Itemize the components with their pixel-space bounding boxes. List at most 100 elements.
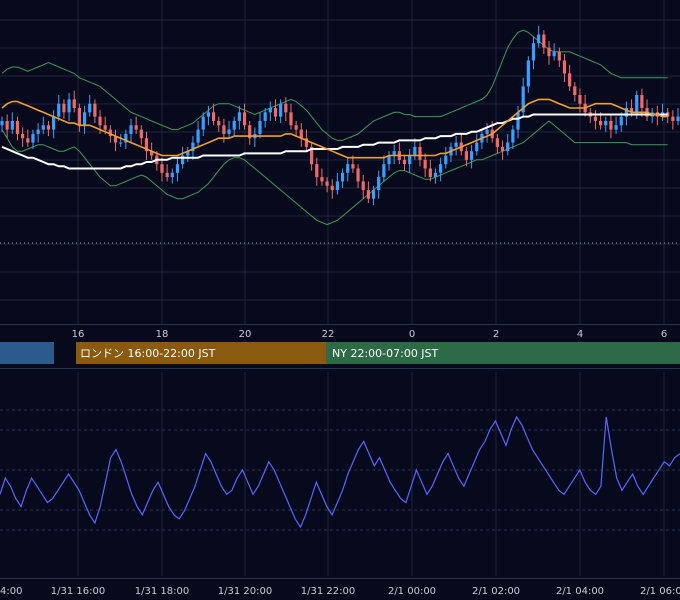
candle-body xyxy=(108,129,112,137)
candle xyxy=(542,30,546,54)
candle xyxy=(129,118,133,143)
candle-body xyxy=(139,129,143,139)
candle-body xyxy=(57,103,61,117)
candle-body xyxy=(186,151,190,156)
candle-body xyxy=(103,125,107,130)
candle xyxy=(377,170,381,199)
candle-body xyxy=(624,108,628,117)
candle xyxy=(36,123,40,143)
candle-body xyxy=(289,112,293,126)
candle xyxy=(62,99,66,119)
candle-body xyxy=(124,133,128,143)
candle-body xyxy=(191,142,195,152)
candle xyxy=(506,133,510,156)
candle xyxy=(113,129,118,152)
candle xyxy=(619,112,623,132)
candle xyxy=(475,133,479,156)
candle-body xyxy=(62,103,66,113)
candle xyxy=(144,131,149,160)
candle-body xyxy=(263,112,267,121)
candle-body xyxy=(547,47,551,57)
sub-x-tick: 1/31 22:00 xyxy=(301,586,355,597)
candle-body xyxy=(72,99,76,108)
candle xyxy=(77,103,82,132)
main-grid xyxy=(0,0,680,324)
candle xyxy=(609,114,613,139)
candle-body xyxy=(361,181,365,191)
candle xyxy=(547,41,551,65)
candle xyxy=(124,129,128,150)
candle xyxy=(21,127,25,147)
candle xyxy=(227,120,231,139)
candle-body xyxy=(294,125,298,130)
candle xyxy=(263,108,267,128)
candle-body xyxy=(366,190,370,199)
candle xyxy=(320,168,324,186)
candle-body xyxy=(273,108,278,117)
candle xyxy=(160,157,164,182)
candle xyxy=(444,146,448,169)
candle-body xyxy=(93,103,97,117)
candle-body xyxy=(542,34,546,48)
candle-body xyxy=(299,129,303,139)
candle-body xyxy=(36,129,40,134)
candle xyxy=(521,77,525,117)
candle xyxy=(258,112,262,139)
main-x-tick: 16 xyxy=(72,329,85,340)
sub-x-axis: 4:00 1/31 16:00 1/31 18:00 1/31 20:00 1/31 2… xyxy=(0,586,680,597)
candle-body xyxy=(315,164,319,178)
session-london xyxy=(76,342,326,364)
candle xyxy=(268,101,272,121)
candle-body xyxy=(521,86,525,113)
candle-body xyxy=(10,120,14,130)
candle xyxy=(676,108,680,126)
sub-x-tick: 2/1 06:00 xyxy=(640,586,680,597)
candle xyxy=(10,112,14,134)
candle xyxy=(284,97,288,121)
candle xyxy=(134,116,138,134)
candle-body xyxy=(5,120,9,130)
candle-body xyxy=(181,155,185,165)
candle xyxy=(340,168,345,188)
candle xyxy=(428,159,432,182)
session-london-label: ロンドン 16:00-22:00 JST xyxy=(80,347,216,360)
candle xyxy=(119,133,123,147)
session-bar: ロンドン 16:00-22:00 JST NY 22:00-07:00 JST xyxy=(0,342,680,364)
sub-grid xyxy=(0,372,680,576)
candle xyxy=(361,174,365,199)
candle xyxy=(408,149,412,173)
candle-body xyxy=(500,146,505,152)
candle-body xyxy=(356,168,360,182)
candle xyxy=(139,125,143,145)
candle xyxy=(464,146,469,167)
candle-body xyxy=(516,112,520,130)
candle-body xyxy=(0,120,4,126)
candle-body xyxy=(242,112,247,126)
candle xyxy=(433,168,438,184)
main-x-tick: 2 xyxy=(493,329,499,340)
candle xyxy=(26,129,30,147)
candle xyxy=(346,157,350,182)
candle-body xyxy=(310,146,314,165)
candle xyxy=(93,99,97,124)
sub-x-tick: 1/31 20:00 xyxy=(218,586,272,597)
candle-body xyxy=(279,103,283,117)
candle xyxy=(526,56,530,93)
candle-body xyxy=(578,95,582,104)
candle xyxy=(366,181,370,204)
candle-body xyxy=(325,181,329,186)
candle-body xyxy=(423,159,427,169)
candle xyxy=(52,110,56,139)
candle xyxy=(671,110,675,130)
sub-x-tick: 1/31 16:00 xyxy=(51,586,105,597)
oscillator-line xyxy=(0,415,680,529)
candle-body xyxy=(211,112,216,121)
candle-body xyxy=(454,142,458,147)
candle-body xyxy=(351,164,355,169)
candle-body xyxy=(129,125,133,134)
candle-body xyxy=(573,86,577,96)
candle xyxy=(325,177,329,193)
bollinger-upper xyxy=(1,29,668,141)
candle-body xyxy=(469,151,474,160)
